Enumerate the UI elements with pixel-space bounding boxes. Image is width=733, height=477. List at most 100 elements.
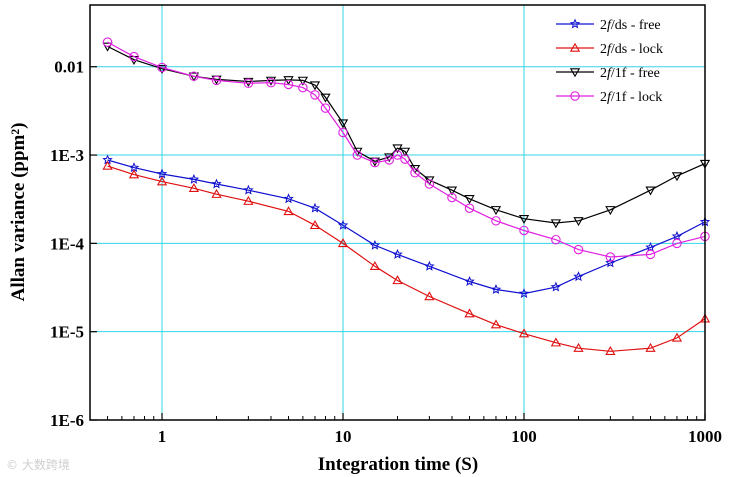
- data-point: [392, 275, 403, 285]
- series-line: [107, 45, 706, 224]
- axis-ticks: 1 10 100 1000 1E-6 1E-5 1E-4 1E-3 0.01: [50, 58, 722, 446]
- data-point: [464, 203, 475, 213]
- data-point: [156, 176, 168, 186]
- y-tick-label: 1E-4: [50, 234, 85, 253]
- legend-label: 2f/ds - free: [600, 18, 661, 33]
- data-point: [573, 271, 584, 282]
- watermark: © 大数跨境: [6, 458, 70, 472]
- data-point: [320, 93, 331, 103]
- y-tick-label: 1E-6: [50, 411, 84, 430]
- data-point: [424, 179, 435, 189]
- data-point: [671, 332, 683, 342]
- y-tick-label: 1E-3: [50, 146, 84, 165]
- data-point: [211, 178, 222, 189]
- data-point: [518, 328, 530, 338]
- data-point: [266, 77, 276, 88]
- legend-label: 2f/1f - lock: [600, 90, 662, 105]
- x-tick-label: 1000: [688, 427, 722, 446]
- data-point: [392, 144, 403, 154]
- data-point: [265, 76, 277, 86]
- data-point: [102, 37, 113, 47]
- data-point: [491, 216, 501, 226]
- data-point: [573, 342, 584, 352]
- data-point: [211, 75, 222, 86]
- data-point: [518, 288, 530, 299]
- data-point: [490, 206, 502, 216]
- legend: 2f/ds - free 2f/ds - lock 2f/1f - free 2f/1…: [556, 18, 663, 105]
- data-point: [283, 206, 294, 216]
- data-point: [283, 193, 294, 204]
- series-line: [107, 165, 706, 352]
- legend-marker: [569, 68, 581, 78]
- data-point: [369, 260, 381, 270]
- data-point: [337, 219, 349, 230]
- data-point: [519, 225, 529, 236]
- data-point: [671, 230, 683, 241]
- data-point: [337, 119, 349, 129]
- data-point: [189, 71, 199, 82]
- data-point: [309, 202, 321, 213]
- data-point: [297, 76, 309, 86]
- data-point: [490, 319, 502, 329]
- data-point: [573, 244, 584, 255]
- data-point: [369, 239, 381, 250]
- data-point: [671, 172, 683, 182]
- data-series: [102, 37, 711, 355]
- data-point: [551, 234, 561, 245]
- data-point: [464, 195, 475, 205]
- data-point: [573, 217, 584, 227]
- x-tick-label: 100: [511, 427, 537, 446]
- data-point: [352, 150, 363, 160]
- x-axis-title: Integration time (S): [318, 454, 478, 475]
- data-point: [298, 82, 308, 93]
- data-point: [102, 160, 113, 170]
- legend-marker: [570, 91, 580, 101]
- data-point: [550, 281, 562, 292]
- data-point: [128, 169, 140, 179]
- data-point: [446, 186, 458, 196]
- data-point: [320, 103, 331, 113]
- data-point: [605, 345, 616, 355]
- data-point: [645, 342, 656, 352]
- data-point: [384, 153, 395, 163]
- data-point: [337, 238, 349, 248]
- data-point: [156, 168, 168, 179]
- data-point: [672, 238, 682, 249]
- data-point: [645, 241, 656, 252]
- data-point: [645, 249, 656, 260]
- data-point: [102, 42, 113, 52]
- legend-label: 2f/ds - lock: [600, 42, 663, 57]
- data-point: [370, 157, 380, 168]
- data-point: [447, 192, 457, 203]
- series-1: [102, 160, 711, 355]
- data-point: [645, 186, 656, 196]
- data-point: [400, 154, 410, 164]
- x-tick-label: 1: [158, 427, 167, 446]
- legend-marker: [569, 42, 581, 52]
- data-point: [392, 248, 403, 259]
- data-point: [424, 260, 435, 271]
- data-point: [243, 195, 254, 205]
- y-tick-label: 0.01: [54, 58, 84, 77]
- x-tick-label: 10: [335, 427, 352, 446]
- data-point: [399, 147, 411, 157]
- data-point: [464, 275, 475, 286]
- data-point: [605, 252, 616, 262]
- data-point: [550, 219, 562, 229]
- legend-label: 2f/1f - free: [600, 66, 660, 81]
- data-point: [309, 220, 321, 230]
- data-point: [157, 62, 167, 73]
- series-3: [102, 37, 710, 262]
- data-point: [410, 168, 420, 178]
- y-tick-label: 1E-5: [50, 323, 84, 342]
- data-point: [188, 173, 200, 184]
- data-point: [605, 257, 616, 268]
- data-point: [156, 64, 168, 75]
- data-point: [518, 215, 530, 225]
- data-point: [338, 127, 348, 138]
- data-point: [384, 155, 394, 165]
- series-line: [107, 41, 706, 258]
- data-point: [424, 291, 435, 301]
- data-point: [392, 150, 403, 160]
